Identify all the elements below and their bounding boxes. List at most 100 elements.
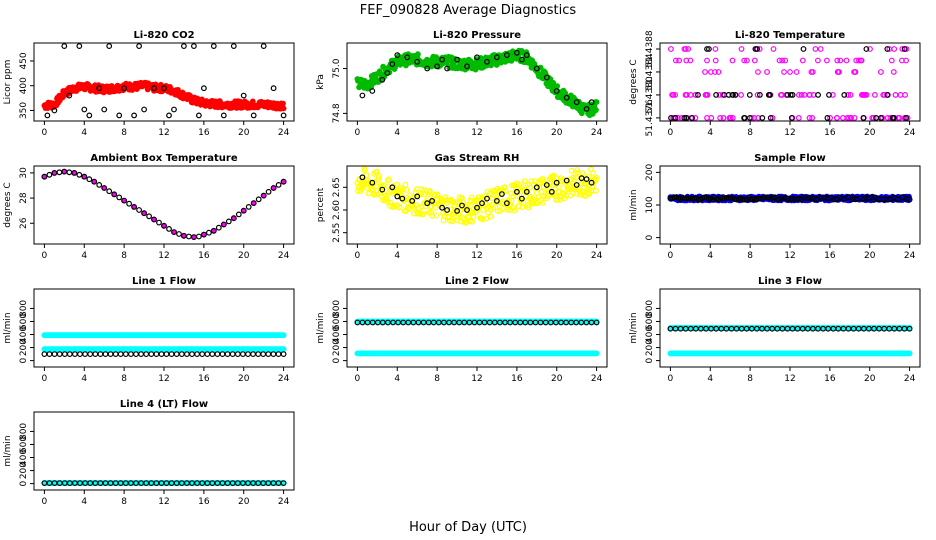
data-point: [86, 176, 93, 183]
plot-frame: [659, 42, 921, 122]
data-point: [593, 99, 600, 105]
data-point: [66, 351, 73, 358]
data-point: [732, 91, 739, 98]
data-point: [674, 114, 681, 121]
data-point: [517, 185, 523, 192]
data-point: [270, 85, 277, 92]
data-point: [265, 351, 272, 358]
x-tick-label: 24: [904, 251, 916, 261]
data-point: [240, 207, 247, 214]
data-point: [131, 112, 138, 119]
data-point: [888, 57, 895, 64]
data-point: [681, 114, 688, 121]
data-point: [494, 197, 500, 204]
data-point: [156, 219, 162, 226]
x-tick-label: 4: [394, 128, 400, 138]
y-tick-label: 800: [19, 300, 29, 317]
data-point: [97, 351, 104, 358]
data-point: [389, 184, 396, 191]
panel-title: Li-820 Temperature: [735, 30, 845, 41]
x-tick-label: 16: [198, 251, 210, 261]
data-point: [384, 177, 391, 184]
panel-ylabel: ml/min: [629, 189, 639, 220]
data-point: [593, 350, 600, 357]
data-point: [138, 351, 145, 358]
x-axis: 0 4 8 12 16 20 24: [355, 367, 603, 384]
data-point: [776, 57, 783, 64]
x-tick-label: 12: [158, 374, 169, 384]
data-point: [896, 114, 903, 121]
data-point: [751, 57, 758, 64]
data-point: [567, 192, 574, 199]
data-point: [41, 173, 48, 180]
data-point: [682, 46, 689, 52]
data-point: [230, 43, 237, 49]
panel-data: [667, 193, 913, 204]
data-series: [41, 79, 287, 112]
data-point: [402, 181, 409, 188]
data-point: [359, 92, 366, 99]
data-point: [725, 91, 732, 98]
panel-data: [41, 43, 287, 119]
x-axis: 0 4 8 12 16 20 24: [355, 244, 603, 261]
data-point: [815, 91, 821, 98]
data-point: [769, 114, 776, 121]
data-point: [583, 176, 590, 183]
data-point: [158, 351, 165, 358]
data-point: [502, 188, 509, 195]
data-point: [403, 187, 410, 193]
data-point: [573, 99, 580, 106]
data-point: [827, 114, 833, 121]
panel-data: [41, 332, 287, 358]
y-tick-label: 350: [19, 102, 29, 119]
x-tick-label: 20: [238, 128, 250, 138]
data-point: [563, 94, 570, 101]
data-point: [901, 46, 908, 52]
data-point: [815, 57, 821, 64]
x-tick-label: 8: [434, 128, 440, 138]
data-point: [96, 85, 103, 92]
x-tick-label: 4: [394, 374, 400, 384]
y-axis: 0 100 200: [645, 164, 660, 240]
data-point: [383, 192, 389, 199]
data-point: [433, 212, 440, 219]
data-point: [215, 224, 222, 231]
x-axis: 0 4 8 12 16 20 24: [668, 367, 916, 384]
panel-title: Line 3 Flow: [758, 276, 822, 287]
data-point: [379, 76, 386, 83]
data-point: [91, 178, 98, 185]
data-point: [685, 46, 692, 52]
data-point: [484, 58, 490, 65]
panel-ylabel: percent: [316, 187, 326, 222]
data-point: [713, 91, 719, 98]
y-axis: 2.55 2.60 2.65: [332, 177, 347, 243]
data-point: [826, 91, 832, 98]
y-tick-label: 200: [19, 462, 29, 479]
data-point: [720, 114, 727, 121]
data-point: [153, 351, 160, 358]
data-point: [540, 199, 546, 206]
y-tick-label: 0: [19, 357, 29, 363]
x-tick-label: 12: [158, 251, 169, 261]
data-point: [460, 199, 466, 205]
data-point: [552, 185, 559, 192]
data-point: [845, 91, 851, 98]
data-point: [469, 218, 476, 225]
data-point: [204, 351, 211, 358]
data-point: [795, 114, 802, 121]
data-point: [373, 168, 380, 175]
data-point: [668, 46, 674, 52]
data-point: [519, 195, 525, 202]
data-point: [523, 52, 530, 58]
data-point: [424, 65, 431, 72]
data-point: [385, 176, 392, 183]
data-point: [127, 351, 134, 358]
data-point: [809, 114, 816, 121]
data-point: [357, 188, 364, 195]
data-point: [199, 351, 206, 358]
data-point: [808, 69, 815, 75]
y-tick-label: 74.8: [332, 103, 342, 123]
data-point: [890, 69, 897, 75]
data-point: [788, 114, 795, 121]
data-point: [71, 351, 78, 358]
